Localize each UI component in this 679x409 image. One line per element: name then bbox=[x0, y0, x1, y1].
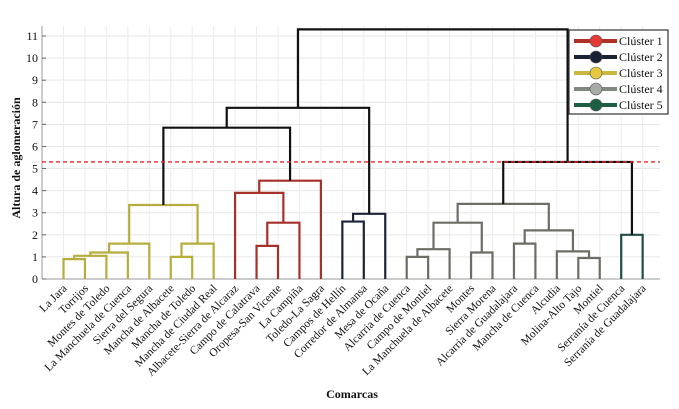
dendrogram-link-b2 bbox=[266, 221, 301, 279]
dendrogram-link-d6 bbox=[577, 256, 601, 279]
dendrogram-link-f3 bbox=[225, 106, 371, 214]
dendrogram-link-a6 bbox=[180, 242, 215, 279]
legend: Clúster 1 Clúster 2 Clúster 3 Clúster 4 Clús… bbox=[568, 29, 669, 115]
legend-label: Clúster 5 bbox=[619, 98, 663, 112]
y-tick-label: 7 bbox=[32, 117, 38, 131]
dendrogram-link-f4 bbox=[296, 28, 569, 162]
legend-label: Clúster 4 bbox=[619, 82, 663, 96]
dendrogram-link-a4 bbox=[107, 242, 151, 279]
dendrogram-link-a7 bbox=[128, 203, 199, 244]
dendrogram-link-d4 bbox=[432, 221, 483, 253]
dendrogram-link-d1 bbox=[405, 255, 430, 279]
y-tick-label: 6 bbox=[32, 139, 38, 153]
dendrogram-link-a5 bbox=[169, 255, 194, 279]
x-axis-title: Comarcas bbox=[326, 387, 378, 401]
legend-label: Clúster 2 bbox=[619, 50, 663, 64]
dendrogram-link-d3 bbox=[469, 251, 494, 279]
y-tick-label: 1 bbox=[32, 250, 38, 264]
y-tick-label: 5 bbox=[32, 162, 38, 176]
y-tick-label: 10 bbox=[26, 51, 38, 65]
dendrogram-link-d9 bbox=[456, 202, 550, 231]
legend-marker bbox=[589, 98, 603, 112]
y-tick-label: 0 bbox=[32, 272, 38, 286]
legend-marker bbox=[589, 82, 603, 96]
dendrogram-link-c1 bbox=[341, 220, 365, 279]
dendrogram-link-d8 bbox=[523, 229, 575, 252]
dendrogram-link-a1 bbox=[62, 258, 87, 279]
y-tick-label: 4 bbox=[32, 184, 38, 198]
y-axis-title: Altura de aglomeración bbox=[9, 97, 23, 219]
legend-marker bbox=[589, 50, 603, 64]
legend-marker bbox=[589, 66, 603, 80]
legend-marker bbox=[589, 34, 603, 48]
y-tick-label: 9 bbox=[32, 73, 38, 87]
dendrogram-link-c2 bbox=[351, 212, 387, 279]
dendrogram-link-b3 bbox=[234, 191, 285, 279]
y-tick-label: 11 bbox=[26, 29, 38, 43]
dendrogram-link-d5 bbox=[512, 242, 537, 279]
dendrogram-link-a2 bbox=[73, 254, 108, 279]
dendrogram-link-d2 bbox=[416, 248, 451, 279]
dendrogram-link-b4 bbox=[258, 179, 322, 279]
dendrogram-link-a3 bbox=[89, 251, 129, 279]
legend-label: Clúster 3 bbox=[619, 66, 663, 80]
dendrogram-link-f1 bbox=[502, 160, 634, 235]
y-tick-label: 8 bbox=[32, 95, 38, 109]
y-tick-label: 2 bbox=[32, 228, 38, 242]
dendrogram-links bbox=[62, 28, 644, 279]
legend-label: Clúster 1 bbox=[619, 34, 663, 48]
y-tick-label: 3 bbox=[32, 206, 38, 220]
dendrogram-link-d7 bbox=[555, 250, 591, 279]
dendrogram-link-b1 bbox=[255, 244, 280, 279]
